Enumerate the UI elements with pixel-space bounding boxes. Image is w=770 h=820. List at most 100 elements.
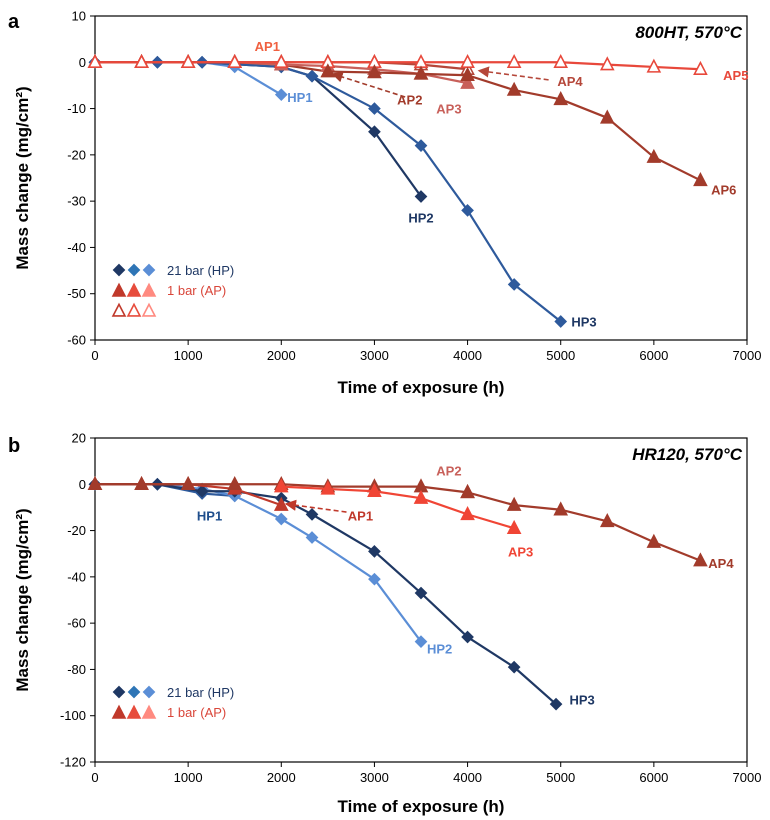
data-point [506,53,522,69]
data-point [195,484,209,498]
series-label: HP3 [571,314,596,329]
data-point [693,60,708,75]
data-point [180,475,196,491]
data-point [506,496,522,511]
legend-label: 1 bar (AP) [167,283,226,298]
x-tick-label: 5000 [546,348,575,363]
data-point [553,53,569,69]
data-point [180,53,196,69]
legend-marker [141,704,157,719]
series-label: HP1 [197,509,222,524]
legend-marker [126,302,142,317]
y-tick-label: 0 [79,477,86,492]
legend-marker [111,704,127,719]
y-tick-label: -20 [67,523,86,538]
data-point [320,480,336,495]
x-tick-label: 0 [91,348,98,363]
panel-title: HR120, 570°C [632,445,743,464]
x-tick-label: 6000 [639,348,668,363]
y-tick-label: 20 [72,431,86,446]
series-label: HP3 [569,693,594,708]
x-tick-label: 1000 [174,348,203,363]
x-axis-title: Time of exposure (h) [338,378,505,397]
data-point [414,586,428,600]
data-point [554,315,568,328]
x-tick-label: 5000 [546,770,575,785]
y-tick-label: -50 [67,286,86,301]
data-point [368,125,381,139]
y-tick-label: -80 [67,662,86,677]
panel-b-chart: 0 1000 2000 3000 4000 5000 6000 7000 20 0 -20 -40 -6… [8,431,761,817]
legend-marker [142,685,156,699]
data-point [646,58,662,73]
data-point [460,74,475,89]
data-point [273,53,289,69]
legend-label: 1 bar (AP) [167,705,226,720]
data-point [413,65,429,80]
y-tick-label: -40 [67,569,86,584]
x-tick-label: 7000 [733,348,762,363]
data-point [368,545,381,558]
data-point [320,63,336,78]
panel-a-chart: 0 1000 2000 3000 4000 5000 6000 7000 10 0 -10 -20 -3… [8,9,761,398]
data-point [507,278,521,291]
data-point [274,88,288,102]
x-tick-label: 6000 [639,770,668,785]
series-label: AP4 [557,74,583,89]
data-point [414,635,428,649]
y-tick-label: -20 [67,147,86,162]
data-point [460,506,475,521]
data-point [693,552,708,567]
data-point [599,109,615,124]
series-hp3: HP3 [88,55,597,329]
data-point [273,496,289,511]
legend-marker [112,263,126,277]
annotation-arrow [284,499,347,513]
y-tick-label: -100 [60,708,86,723]
data-point [461,204,474,217]
data-point [460,484,475,499]
legend-marker [126,704,142,719]
data-point [693,171,708,187]
x-tick-label: 1000 [174,770,203,785]
series-line-ap5 [93,61,702,71]
series-label: AP4 [708,556,734,571]
x-tick-label: 2000 [267,770,296,785]
series-ap5: AP5 [87,53,748,83]
series-label: AP5 [723,68,748,83]
data-point [646,533,662,548]
y-tick-label: 10 [72,9,86,24]
data-point [553,501,569,516]
data-point [553,90,569,106]
y-tick-label: -120 [60,755,86,770]
y-axis-title: Mass change (mg/cm²) [13,86,32,269]
legend: 21 bar (HP) 1 bar (AP) [111,685,234,720]
series-label: AP3 [436,102,461,117]
data-point [274,512,288,526]
data-point [414,139,428,152]
y-tick-label: -40 [67,240,86,255]
y-tick-label: -60 [67,333,86,348]
plot-frame [94,437,748,763]
legend-marker [141,282,157,297]
x-tick-label: 3000 [360,770,389,785]
x-axis-title: Time of exposure (h) [338,797,505,816]
data-point [368,102,381,115]
series-line-ap4 [466,491,702,562]
legend-label: 21 bar (HP) [167,685,234,700]
data-point [227,53,243,69]
series-label: AP2 [397,92,422,107]
data-point [549,697,563,711]
annotation-arrow [331,71,406,98]
data-point [599,56,615,71]
y-tick-label: -10 [67,101,86,116]
series-label: HP1 [287,90,312,105]
data-point [273,478,289,493]
series-line-hp3 [93,483,558,706]
data-point [305,508,319,521]
legend: 21 bar (HP) 1 bar (AP) [111,263,234,317]
legend-marker [127,263,141,277]
series-label: AP3 [508,544,533,559]
series-label: HP2 [408,210,433,225]
